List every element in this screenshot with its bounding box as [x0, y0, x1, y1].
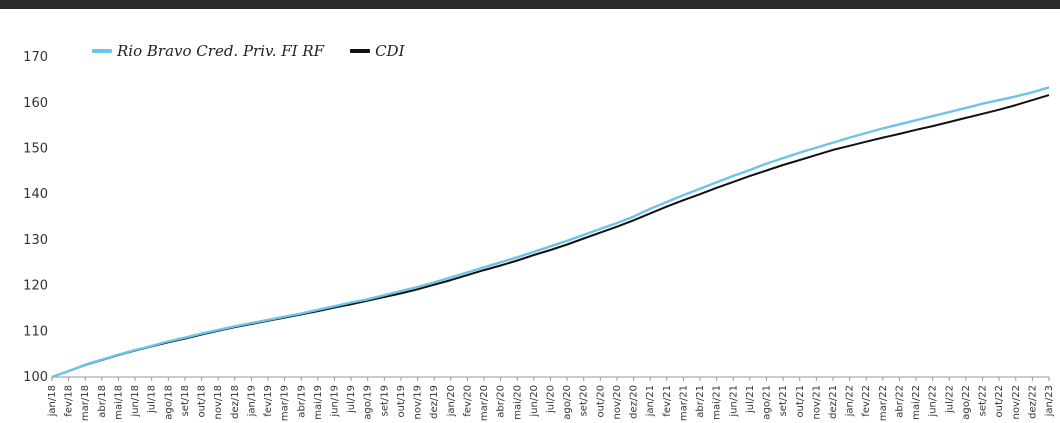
legend-item-cdi: CDI [350, 42, 405, 60]
legend-swatch-rio-bravo [92, 49, 112, 53]
x-tick-label: ago/21 [762, 385, 773, 420]
x-tick-label: mar/18 [80, 385, 91, 421]
x-tick-label: abr/19 [296, 385, 307, 418]
header-bar [0, 0, 1060, 9]
x-tick-label: fev/20 [462, 385, 473, 417]
x-tick-label: fev/18 [64, 385, 75, 417]
x-tick-label: fev/22 [861, 385, 872, 417]
x-tick-label: dez/21 [828, 385, 839, 419]
x-tick-label: jan/23 [1044, 385, 1055, 417]
y-tick-label: 130 [23, 233, 48, 248]
x-tick-label: set/21 [778, 385, 789, 416]
x-tick-label: abr/20 [496, 385, 507, 418]
y-tick-label: 100 [23, 370, 48, 385]
x-tick-label: jun/22 [928, 385, 939, 418]
x-tick-label: jul/19 [346, 385, 357, 414]
x-tick-label: ago/18 [163, 385, 174, 420]
x-tick-label: fev/21 [662, 385, 673, 417]
x-tick-label: dez/18 [230, 385, 241, 419]
x-tick-label: mai/19 [313, 385, 324, 420]
x-tick-label: mar/22 [878, 385, 889, 421]
x-tick-label: jun/19 [329, 385, 340, 418]
chart-legend: Rio Bravo Cred. Priv. FI RF CDI [92, 40, 405, 62]
x-tick-label: ago/19 [363, 385, 374, 420]
x-tick-label: mar/21 [678, 385, 689, 421]
x-tick-label: dez/20 [629, 385, 640, 419]
x-tick-label: set/19 [379, 385, 390, 416]
x-tick-label: jul/22 [944, 385, 955, 414]
x-tick-label: out/21 [795, 385, 806, 417]
x-tick-label: nov/21 [811, 385, 822, 419]
series-line-rio-bravo [51, 86, 1050, 379]
y-tick-label: 110 [23, 324, 48, 339]
x-tick-label: jan/19 [246, 385, 257, 417]
y-tick-label: 140 [23, 187, 48, 202]
x-tick-label: mai/21 [712, 385, 723, 420]
x-tick-label: abr/22 [894, 385, 905, 418]
y-tick-label: 170 [23, 50, 48, 65]
x-tick-label: mar/19 [280, 385, 291, 421]
legend-item-rio-bravo: Rio Bravo Cred. Priv. FI RF [92, 42, 324, 60]
x-tick-label: set/22 [978, 385, 989, 416]
x-tick-label: mar/20 [479, 385, 490, 421]
x-tick-label: out/20 [595, 385, 606, 417]
x-tick-label: set/18 [180, 385, 191, 416]
x-tick-label: dez/19 [429, 385, 440, 419]
x-tick-label: mai/22 [911, 385, 922, 420]
x-tick-label: nov/20 [612, 385, 623, 419]
x-tick-label: jan/20 [446, 385, 457, 417]
x-tick-label: fev/19 [263, 385, 274, 417]
legend-label-rio-bravo: Rio Bravo Cred. Priv. FI RF [117, 42, 325, 60]
x-tick-label: dez/22 [1027, 385, 1038, 419]
y-tick-label: 150 [23, 142, 48, 157]
x-tick-label: jan/21 [645, 385, 656, 417]
x-tick-label: mai/20 [512, 385, 523, 420]
legend-label-cdi: CDI [375, 42, 405, 60]
x-tick-label: mai/18 [113, 385, 124, 420]
x-tick-label: jan/22 [845, 385, 856, 417]
x-tick-label: jun/18 [130, 385, 141, 418]
x-tick-label: abr/21 [695, 385, 706, 418]
x-tick-label: jul/18 [147, 385, 158, 414]
y-tick-label: 120 [23, 279, 48, 294]
x-tick-label: jan/18 [47, 385, 58, 417]
x-tick-label: ago/20 [562, 385, 573, 420]
x-tick-label: jun/20 [529, 385, 540, 418]
legend-swatch-cdi [350, 49, 371, 53]
x-tick-label: set/20 [579, 385, 590, 416]
x-tick-label: nov/18 [213, 385, 224, 419]
x-tick-label: out/18 [197, 385, 208, 417]
x-tick-label: ago/22 [961, 385, 972, 420]
x-tick-label: out/19 [396, 385, 407, 417]
x-tick-label: abr/18 [97, 385, 108, 418]
x-tick-label: nov/19 [413, 385, 424, 419]
y-tick-label: 160 [23, 96, 48, 111]
x-tick-label: nov/22 [1011, 385, 1022, 419]
x-tick-label: jul/20 [546, 385, 557, 414]
x-tick-label: jul/21 [745, 385, 756, 414]
x-tick-label: out/22 [994, 385, 1005, 417]
x-tick-label: jun/21 [728, 385, 739, 418]
